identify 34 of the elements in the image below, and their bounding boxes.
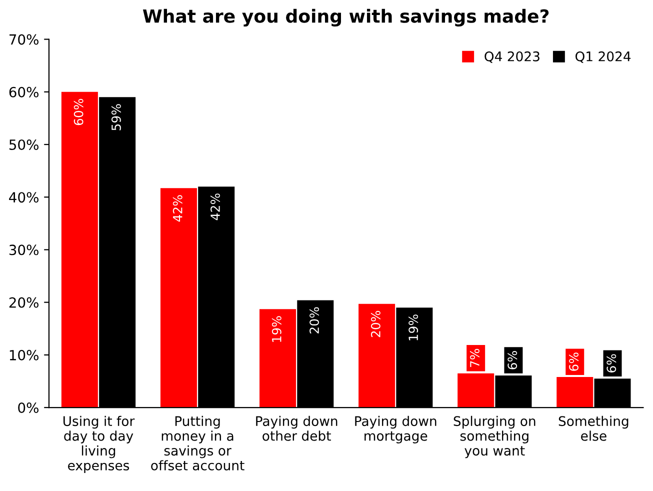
y-tick-label: 10% — [10, 350, 38, 360]
x-tick-label: Something else — [558, 416, 628, 441]
data-label: 7% — [470, 348, 480, 368]
x-tick-label: Using it for day to day living expenses — [63, 416, 135, 473]
y-tick-label: 30% — [9, 244, 38, 256]
chart-title: What are you doing with savings made? — [142, 8, 549, 27]
bar — [358, 304, 396, 408]
bar — [260, 309, 296, 408]
y-tick-label: 20% — [9, 297, 38, 308]
legend-label: Q4 2023 — [484, 51, 540, 63]
data-label: 60% — [74, 98, 84, 126]
data-label: 20% — [370, 310, 380, 338]
bar — [556, 377, 594, 408]
data-label: 19% — [272, 316, 282, 342]
y-tick-label: 0% — [18, 402, 38, 414]
data-label: 59% — [111, 104, 121, 130]
x-tick-label: Paying down mortgage — [355, 416, 436, 444]
data-label: 42% — [210, 194, 220, 220]
data-label: 20% — [310, 307, 320, 334]
x-tick-label: Paying down other debt — [256, 416, 338, 441]
x-tick-label: Splurging on something you want — [454, 416, 536, 458]
y-tick-label: 50% — [9, 139, 38, 150]
data-label: 6% — [508, 351, 518, 370]
data-label: 42% — [172, 195, 182, 222]
y-tick-label: 40% — [9, 192, 38, 203]
bar — [160, 188, 197, 408]
data-label: 6% — [569, 352, 578, 371]
bar — [61, 92, 98, 408]
data-label: 6% — [606, 354, 616, 372]
legend-label: Q1 2024 — [576, 51, 631, 63]
y-tick-label: 60% — [9, 86, 38, 98]
y-tick-label: 70% — [10, 34, 38, 45]
x-tick-label: Putting money in a savings or offset account — [151, 416, 244, 470]
data-label: 19% — [408, 314, 418, 340]
